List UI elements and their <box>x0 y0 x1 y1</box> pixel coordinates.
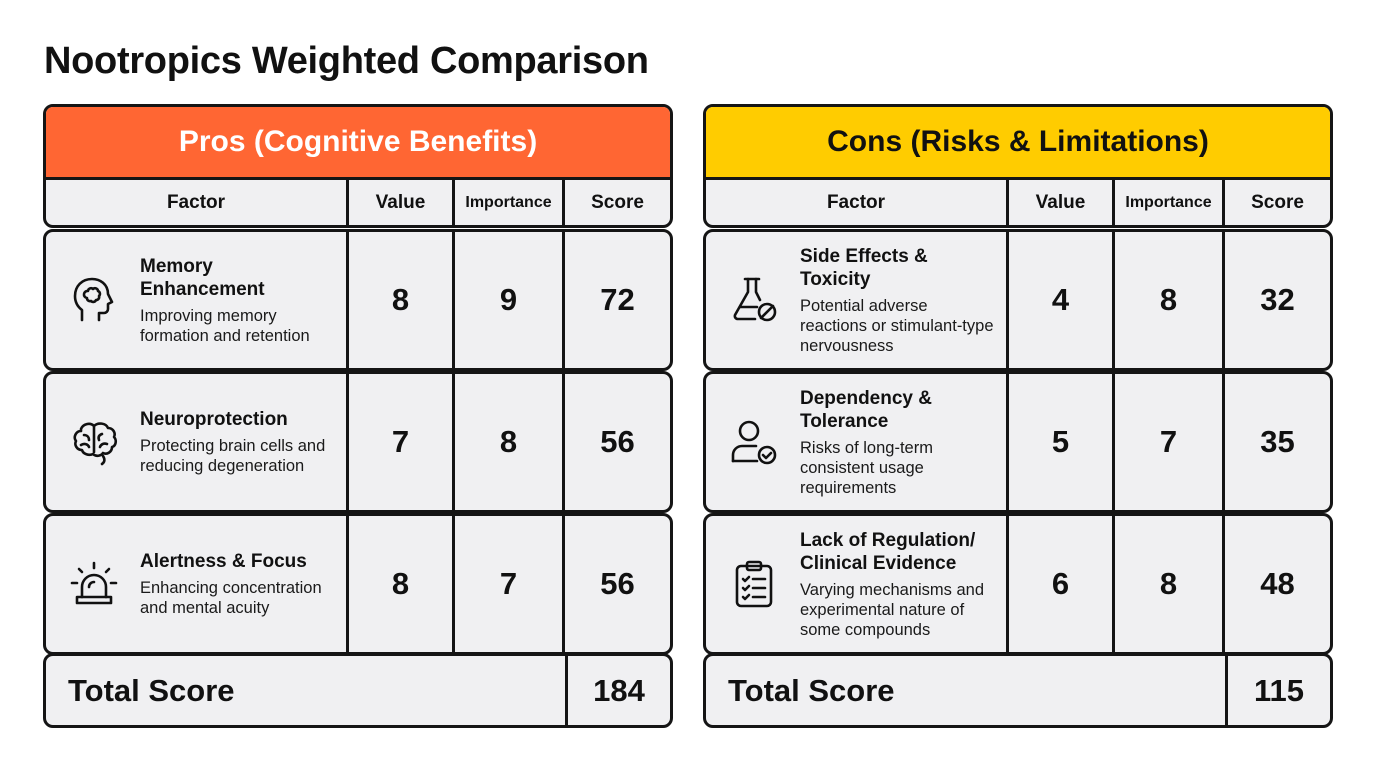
table-row: Memory Enhancement Improving memory form… <box>43 229 673 371</box>
cons-panel-title: Cons (Risks & Limitations) <box>706 107 1330 180</box>
importance-cell: 8 <box>1115 232 1225 368</box>
factor-description: Varying mechanisms and experimental natu… <box>800 580 985 639</box>
pros-panel-title: Pros (Cognitive Benefits) <box>46 107 670 180</box>
score-cell: 56 <box>600 566 635 601</box>
factor-name: Side Effects & Toxicity <box>800 245 928 290</box>
score-cell: 72 <box>600 282 635 317</box>
table-row: Neuroprotection Protecting brain cells a… <box>43 371 673 513</box>
importance-cell: 9 <box>455 232 565 368</box>
factor-name: Neuroprotection <box>140 409 288 430</box>
factor-name: Alertness & Focus <box>140 551 307 572</box>
factor-cell: Neuroprotection Protecting brain cells a… <box>46 374 349 510</box>
value-cell: 8 <box>349 516 455 652</box>
total-score: 184 <box>593 672 645 708</box>
score-cell: 32 <box>1260 282 1295 317</box>
pros-header-box: Pros (Cognitive Benefits) Factor Value I… <box>43 104 673 228</box>
score-cell: 48 <box>1260 566 1295 601</box>
brain-icon <box>66 414 122 470</box>
total-row: Total Score 184 <box>43 653 673 728</box>
factor-cell: Memory Enhancement Improving memory form… <box>46 232 349 368</box>
alarm-light-icon <box>66 556 122 612</box>
cons-header-box: Cons (Risks & Limitations) Factor Value … <box>703 104 1333 228</box>
factor-cell: Side Effects & Toxicity Potential advers… <box>706 232 1009 368</box>
table-row: Alertness & Focus Enhancing concentratio… <box>43 513 673 655</box>
column-header-score: Score <box>591 191 644 213</box>
clipboard-checklist-icon <box>726 556 782 612</box>
head-brain-icon <box>66 272 122 328</box>
factor-description: Potential adverse reactions or stimulant… <box>800 296 994 355</box>
column-header-factor: Factor <box>46 180 349 225</box>
page-title: Nootropics Weighted Comparison <box>44 40 649 82</box>
table-row: Dependency & Tolerance Risks of long-ter… <box>703 371 1333 513</box>
column-header-value: Value <box>349 180 455 225</box>
value-cell: 8 <box>349 232 455 368</box>
value-cell: 5 <box>1009 374 1115 510</box>
score-cell: 35 <box>1260 424 1295 459</box>
score-cell: 56 <box>600 424 635 459</box>
factor-name: Lack of Regulation/ Clinical Evidence <box>800 529 976 574</box>
importance-cell: 7 <box>455 516 565 652</box>
table-row: Lack of Regulation/ Clinical Evidence Va… <box>703 513 1333 655</box>
total-label: Total Score <box>46 656 568 725</box>
total-label: Total Score <box>706 656 1228 725</box>
importance-cell: 8 <box>1115 516 1225 652</box>
factor-cell: Dependency & Tolerance Risks of long-ter… <box>706 374 1009 510</box>
column-header-factor: Factor <box>706 180 1009 225</box>
column-header-score: Score <box>1251 191 1304 213</box>
factor-description: Enhancing concentration and mental acuit… <box>140 579 322 617</box>
value-cell: 6 <box>1009 516 1115 652</box>
factor-name: Memory Enhancement <box>140 255 265 300</box>
flask-prohibited-icon <box>726 272 782 328</box>
column-header-importance: Importance <box>455 180 565 225</box>
total-row: Total Score 115 <box>703 653 1333 728</box>
user-check-icon <box>726 414 782 470</box>
column-header-importance: Importance <box>1115 180 1225 225</box>
factor-cell: Alertness & Focus Enhancing concentratio… <box>46 516 349 652</box>
factor-description: Improving memory formation and retention <box>140 306 310 345</box>
factor-description: Protecting brain cells and reducing dege… <box>140 437 326 475</box>
column-header-value: Value <box>1009 180 1115 225</box>
factor-description: Risks of long-term consistent usage requ… <box>800 438 933 497</box>
importance-cell: 7 <box>1115 374 1225 510</box>
table-row: Side Effects & Toxicity Potential advers… <box>703 229 1333 371</box>
value-cell: 4 <box>1009 232 1115 368</box>
factor-cell: Lack of Regulation/ Clinical Evidence Va… <box>706 516 1009 652</box>
importance-cell: 8 <box>455 374 565 510</box>
total-score: 115 <box>1253 672 1304 708</box>
value-cell: 7 <box>349 374 455 510</box>
factor-name: Dependency & Tolerance <box>800 387 932 432</box>
